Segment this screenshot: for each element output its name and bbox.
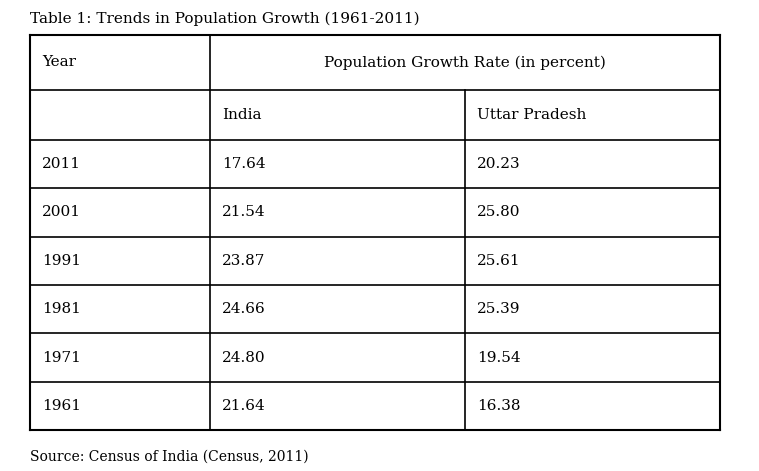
Text: 24.66: 24.66 bbox=[222, 302, 266, 316]
Text: 23.87: 23.87 bbox=[222, 254, 266, 268]
Text: 19.54: 19.54 bbox=[477, 350, 521, 365]
Text: 1981: 1981 bbox=[42, 302, 81, 316]
Text: 1971: 1971 bbox=[42, 350, 81, 365]
Text: 21.54: 21.54 bbox=[222, 205, 266, 219]
Text: Source: Census of India (Census, 2011): Source: Census of India (Census, 2011) bbox=[30, 450, 309, 464]
Text: Table 1: Trends in Population Growth (1961-2011): Table 1: Trends in Population Growth (19… bbox=[30, 12, 420, 26]
Text: 21.64: 21.64 bbox=[222, 399, 266, 413]
Text: India: India bbox=[222, 108, 262, 122]
Text: 16.38: 16.38 bbox=[477, 399, 521, 413]
Text: Year: Year bbox=[42, 56, 76, 70]
Text: 20.23: 20.23 bbox=[477, 157, 521, 171]
Text: 2011: 2011 bbox=[42, 157, 81, 171]
Text: Uttar Pradesh: Uttar Pradesh bbox=[477, 108, 587, 122]
Text: 24.80: 24.80 bbox=[222, 350, 266, 365]
Text: 25.39: 25.39 bbox=[477, 302, 521, 316]
Text: 1991: 1991 bbox=[42, 254, 81, 268]
Text: 17.64: 17.64 bbox=[222, 157, 266, 171]
Text: 2001: 2001 bbox=[42, 205, 81, 219]
Text: 25.80: 25.80 bbox=[477, 205, 521, 219]
Text: 1961: 1961 bbox=[42, 399, 81, 413]
Text: Population Growth Rate (in percent): Population Growth Rate (in percent) bbox=[324, 55, 606, 70]
Text: 25.61: 25.61 bbox=[477, 254, 521, 268]
